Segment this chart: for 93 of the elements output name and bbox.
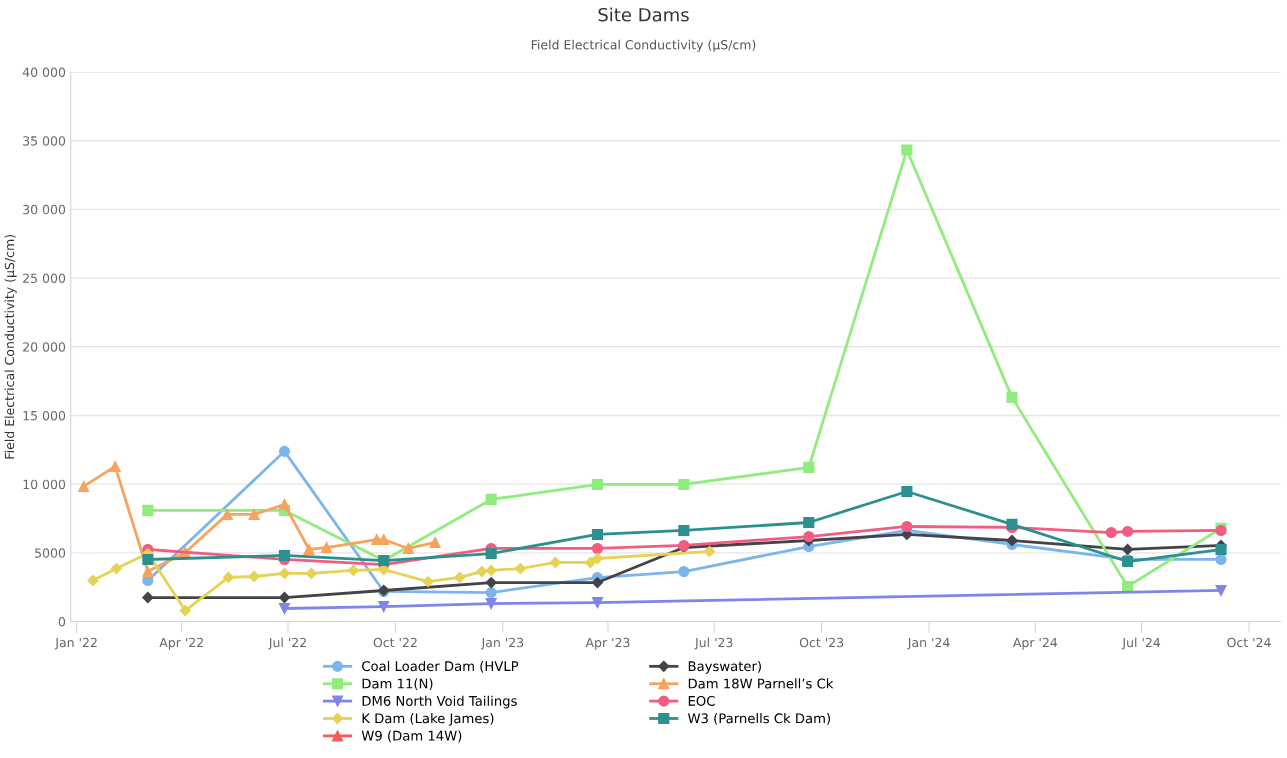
point [485, 587, 497, 599]
y-tick-label: 15 000 [23, 410, 66, 421]
legend-label: K Dam (Lake James) [362, 713, 494, 726]
point [1105, 526, 1117, 539]
y-tick-label: 5000 [35, 548, 66, 558]
point [485, 598, 497, 610]
point [87, 574, 99, 587]
point [110, 562, 122, 575]
y-axis-title: Field Electrical Conductivity (µS/cm) [4, 235, 17, 459]
point [347, 564, 359, 577]
point [278, 549, 291, 562]
point [78, 480, 90, 492]
point [803, 516, 815, 529]
point [402, 542, 414, 555]
point [1122, 525, 1134, 537]
y-tick-label: 40 000 [22, 67, 66, 77]
point [591, 542, 603, 555]
point [278, 591, 291, 604]
point [142, 591, 154, 604]
y-tick-label: 20 000 [23, 342, 66, 352]
point [248, 570, 260, 583]
point [278, 602, 291, 615]
chart-title: Site Dams [598, 7, 689, 22]
point [142, 553, 154, 566]
point [476, 565, 488, 578]
point [678, 524, 690, 537]
point [591, 552, 604, 565]
point [248, 508, 260, 520]
x-tick-label: Oct '23 [799, 637, 844, 648]
point [221, 508, 233, 520]
y-tick-label: 30 000 [23, 204, 66, 215]
point [803, 461, 815, 473]
point [514, 562, 526, 575]
x-tick-label: Jul '22 [268, 637, 306, 650]
legend-label: Coal Loader Dam (HVLP [362, 660, 519, 673]
point [1121, 543, 1134, 556]
point [591, 528, 603, 541]
x-tick-label: Oct '24 [1227, 637, 1271, 648]
point [901, 485, 913, 498]
point [278, 498, 291, 511]
point [678, 565, 690, 578]
x-tick-label: Oct '22 [373, 637, 417, 648]
point [142, 504, 154, 516]
point [222, 571, 235, 584]
point [303, 543, 315, 555]
x-tick-label: Jul '24 [1121, 637, 1161, 650]
point [549, 556, 562, 569]
point [1215, 543, 1227, 555]
legend-label: Dam 18W Parnell’s Ck [688, 678, 834, 689]
x-tick-label: Jan '22 [54, 637, 97, 650]
point [305, 567, 317, 580]
legend-label: DM6 North Void Tailings [362, 695, 517, 709]
point [142, 565, 154, 578]
x-tick-label: Jan '24 [907, 637, 950, 650]
point [485, 576, 497, 589]
point [278, 445, 291, 457]
x-tick-label: Jul '23 [694, 637, 733, 650]
legend-label: Dam 11(N) [362, 678, 433, 691]
point [901, 144, 913, 156]
point [803, 530, 815, 543]
point [422, 575, 434, 588]
point [485, 547, 497, 560]
point [1215, 584, 1227, 597]
y-tick-label: 25 000 [23, 273, 66, 284]
y-tick-label: 35 000 [23, 136, 66, 146]
legend-label: W3 (Parnells Ck Dam) [687, 713, 830, 725]
point [454, 571, 466, 584]
y-tick-label: 10 000 [23, 479, 66, 490]
point [678, 478, 690, 491]
chart-subtitle: Field Electrical Conductivity (µS/cm) [531, 39, 756, 52]
point [591, 597, 603, 609]
x-tick-label: Apr '22 [159, 637, 203, 650]
x-tick-label: Apr '24 [1012, 637, 1058, 650]
point [485, 564, 497, 577]
point [591, 576, 604, 589]
point [591, 478, 603, 491]
point [1006, 391, 1018, 403]
point [703, 545, 716, 558]
point [179, 604, 191, 617]
legend-label: Bayswater) [688, 660, 761, 674]
point [378, 601, 390, 613]
legend-label: EOC [688, 695, 715, 706]
point [429, 536, 441, 548]
point [485, 493, 497, 505]
y-tick-label: 0 [58, 617, 66, 627]
x-tick-label: Jan '23 [480, 637, 524, 650]
point [109, 460, 121, 473]
point [1006, 534, 1018, 547]
point [584, 556, 597, 569]
point [278, 567, 291, 580]
x-tick-label: Apr '23 [585, 637, 630, 650]
legend-label: W9 (Dam 14W) [361, 730, 462, 743]
point [320, 541, 333, 554]
